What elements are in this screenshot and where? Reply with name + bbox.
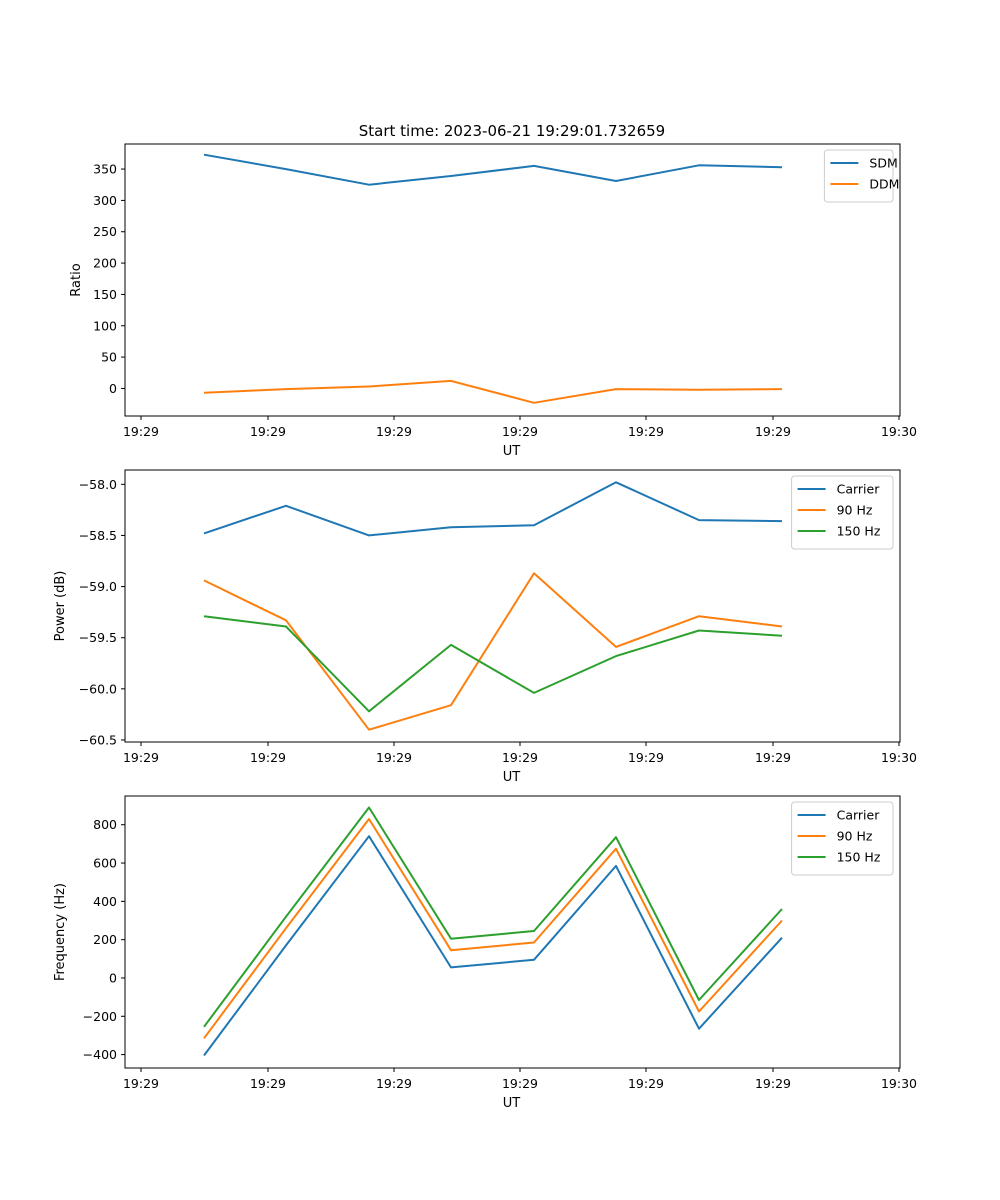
y-tick-label: 200 [93, 932, 117, 947]
x-axis-label: UT [503, 444, 521, 459]
x-tick-label: 19:29 [123, 1076, 159, 1091]
y-tick-label: 200 [93, 256, 117, 271]
x-tick-label: 19:30 [881, 424, 917, 439]
x-tick-label: 19:29 [376, 1076, 412, 1091]
y-tick-label: −58.0 [79, 477, 117, 492]
series-line-carrier [203, 835, 783, 1057]
x-tick-label: 19:29 [502, 424, 538, 439]
x-tick-label: 19:30 [881, 750, 917, 765]
y-tick-label: 150 [93, 287, 117, 302]
x-tick-label: 19:29 [123, 750, 159, 765]
legend-label: 150 Hz [837, 524, 881, 539]
y-tick-label: 0 [109, 381, 117, 396]
y-tick-label: −59.5 [79, 630, 117, 645]
x-tick-label: 19:29 [755, 750, 791, 765]
series-line-carrier [203, 481, 783, 537]
y-tick-label: −400 [83, 1047, 117, 1062]
legend-label: Carrier [837, 808, 881, 823]
series-line-sdm [203, 153, 783, 186]
legend: SDM DDM [823, 149, 899, 203]
axes-frame [124, 143, 901, 417]
y-tick-label: 800 [93, 817, 117, 832]
y-tick-label: −58.5 [79, 528, 117, 543]
x-tick-label: 19:29 [250, 1076, 286, 1091]
subplot-1: 0 50 100 150 200 250 300 350 19:29 19:29 19:29 19:2… [69, 143, 917, 459]
legend-label: DDM [869, 177, 899, 192]
y-axis-label: Frequency (Hz) [53, 883, 68, 981]
legend: Carrier 90 Hz 150 Hz [791, 475, 894, 550]
x-tick-label: 19:29 [502, 1076, 538, 1091]
x-axis-label: UT [503, 770, 521, 785]
subplots: 0 50 100 150 200 250 300 350 19:29 19:29 19:29 19:2… [53, 143, 917, 1111]
legend-label: Carrier [837, 482, 881, 497]
y-tick-label: 400 [93, 894, 117, 909]
y-tick-label: 50 [101, 350, 117, 365]
y-tick-label: 0 [109, 970, 117, 985]
x-tick-label: 19:29 [250, 750, 286, 765]
x-tick-label: 19:29 [502, 750, 538, 765]
legend: Carrier 90 Hz 150 Hz [791, 801, 894, 876]
series-line-150-hz [203, 806, 783, 1028]
y-tick-label: 600 [93, 856, 117, 871]
y-axis-label: Ratio [69, 263, 84, 296]
y-tick-label: −59.0 [79, 579, 117, 594]
y-tick-label: 250 [93, 224, 117, 239]
y-tick-label: 100 [93, 318, 117, 333]
x-tick-label: 19:29 [250, 424, 286, 439]
subplot-2: −60.5 −60.0 −59.5 −59.0 −58.5 −58.0 19:29 19:29… [53, 469, 917, 785]
x-tick-label: 19:29 [376, 750, 412, 765]
x-tick-label: 19:29 [755, 1076, 791, 1091]
series-line-ddm [203, 379, 783, 404]
legend-label: 90 Hz [837, 503, 873, 518]
legend-label: 90 Hz [837, 829, 873, 844]
x-tick-label: 19:29 [628, 1076, 664, 1091]
figure-title: Start time: 2023-06-21 19:29:01.732659 [359, 122, 665, 140]
legend-label: SDM [869, 156, 897, 171]
x-tick-label: 19:29 [755, 424, 791, 439]
y-tick-label: 300 [93, 193, 117, 208]
y-tick-label: −60.5 [79, 732, 117, 747]
x-tick-label: 19:29 [628, 424, 664, 439]
x-tick-label: 19:29 [628, 750, 664, 765]
x-tick-label: 19:29 [376, 424, 412, 439]
x-tick-label: 19:29 [123, 424, 159, 439]
legend-label: 150 Hz [837, 850, 881, 865]
x-tick-label: 19:30 [881, 1076, 917, 1091]
y-axis-label: Power (dB) [53, 571, 68, 642]
y-tick-label: −200 [83, 1009, 117, 1024]
y-tick-label: −60.0 [79, 681, 117, 696]
x-axis-label: UT [503, 1096, 521, 1111]
series-line-150-hz [203, 615, 783, 713]
series-line-90-hz [203, 572, 783, 731]
subplot-3: −400 −200 0 200 400 600 800 19:29 19:29 19:29 19:2… [53, 795, 917, 1111]
series-line-90-hz [203, 818, 783, 1039]
y-tick-label: 350 [93, 162, 117, 177]
